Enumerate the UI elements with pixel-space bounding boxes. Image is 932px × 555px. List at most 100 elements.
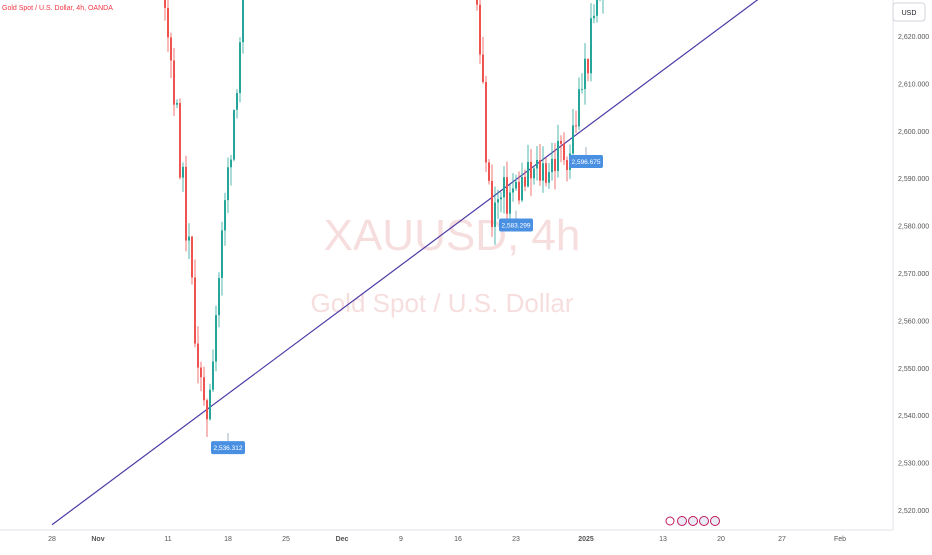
candle-body [227,167,229,201]
candle-body [548,172,550,183]
time-tick-label: 25 [282,536,290,543]
us-flag-event-icon[interactable] [688,516,698,526]
candle-body [482,54,484,83]
time-tick-label: Nov [91,536,104,543]
price-tick-label: 2,520.000 [898,508,929,515]
candle-body [218,277,220,316]
us-flag-event-icon[interactable] [699,516,709,526]
currency-label: USD [902,10,917,17]
candle-body [191,236,193,278]
candle-body [551,158,553,173]
candle-body [485,82,487,163]
candle-body [527,161,529,187]
callout-label: 2,596.675 [572,159,601,166]
candle-body [242,0,244,43]
time-axis[interactable]: 28 Nov 11 18 25 Dec 9 16 23 2025 13 20 27 Feb [48,536,846,543]
candle-body [497,199,499,203]
candle-body [233,109,235,160]
time-tick-label: 13 [659,536,667,543]
candle-body [203,377,205,401]
candle-body [554,158,556,171]
callout-label: 2,536.312 [214,445,243,452]
candle-body [167,7,169,38]
price-tick-label: 2,550.000 [898,366,929,373]
candle-body [476,0,478,5]
currency-button[interactable] [892,2,926,22]
time-tick-label: 18 [224,536,232,543]
candle-body [512,188,514,193]
candle-body [560,140,562,144]
candle-body [194,277,196,344]
economic-events[interactable] [665,516,720,526]
candle-body [236,93,238,110]
callout-label: 2,583.299 [502,222,531,229]
candle-body [500,197,502,200]
candle-body [173,60,175,105]
callout-box [499,218,533,232]
time-tick-label: 28 [48,536,56,543]
candle-body [506,177,508,214]
time-tick-label: 27 [778,536,786,543]
callout-box [211,441,245,455]
candle-body [578,89,580,127]
candle-body [539,160,541,181]
price-tick-label: 2,580.000 [898,224,929,231]
candle-body [494,202,496,227]
candle-body [182,166,184,178]
candle-body [188,236,190,241]
candle-body [575,125,577,127]
lightning-event-icon[interactable] [665,516,675,526]
candle-body [509,192,511,214]
candle-body [200,367,202,378]
candle-body [521,176,523,201]
candle-body [563,143,565,161]
ascending-trendline [51,0,759,526]
time-tick-label: 11 [164,536,171,543]
candle-body [584,58,586,90]
candle-body [515,181,517,189]
candle-body [572,125,574,154]
candle-body [566,160,568,170]
candle-body [545,163,547,183]
candle-body [503,177,505,198]
candle-body [170,37,172,61]
watermark-name: Gold Spot / U.S. Dollar [311,288,574,318]
time-tick-label: 9 [399,536,403,543]
candle-body [524,176,526,187]
price-tick-label: 2,540.000 [898,413,929,420]
candle-body [176,102,178,105]
candle-body [593,15,595,19]
price-tick-label: 2,570.000 [898,271,929,278]
time-tick-label: 23 [512,536,520,543]
chart-title: Gold Spot / U.S. Dollar, 4h, OANDA [2,5,113,12]
candle-body [179,102,181,178]
time-tick-label: 20 [717,536,725,543]
price-tick-label: 2,530.000 [898,461,929,468]
us-flag-event-icon[interactable] [710,516,720,526]
price-axis[interactable]: 2,520.000 2,530.000 2,540.000 2,550.000 2,56… [898,0,929,515]
price-tick-label: 2,590.000 [898,176,929,183]
candle-body [209,389,211,420]
candle-body [479,4,481,55]
time-tick-label: 2025 [578,536,594,543]
time-tick-label: Dec [336,536,349,543]
candle-body [239,42,241,94]
price-axis-panel[interactable] [893,0,932,550]
candle-body [206,400,208,420]
price-callouts: 2,725.9762,697.9102,664.2412,596.6752,58… [211,147,603,455]
candle-body [491,180,493,227]
candle-body [587,58,589,74]
watermark: XAUUSD, 4h Gold Spot / U.S. Dollar [311,211,581,318]
trendline-group [51,0,759,526]
us-flag-event-icon[interactable] [677,516,687,526]
candle-body [590,18,592,74]
candle-body [530,161,532,179]
candle-body [221,230,223,278]
candle-body [542,163,544,181]
watermark-symbol: XAUUSD, 4h [324,211,581,260]
candle-body [488,162,490,181]
price-tick-label: 2,610.000 [898,81,929,88]
